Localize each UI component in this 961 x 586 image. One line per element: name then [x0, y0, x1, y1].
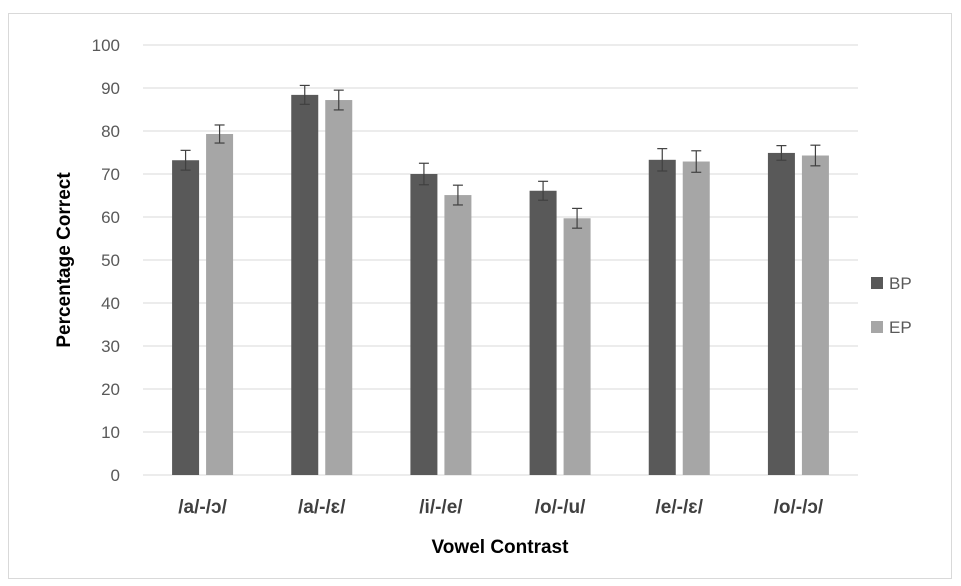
bar-ep [325, 100, 353, 475]
x-category-labels: /a/-/ɔ/ /a/-/ɛ/ /i/-/e/ /o/-/u/ /e/-/ɛ/ /o/-/… [178, 497, 824, 518]
bar-ep [206, 134, 234, 475]
x-category-label: /e/-/ɛ/ [656, 497, 704, 518]
bar-bp [767, 152, 795, 475]
y-tick-label: 60 [101, 208, 120, 227]
x-category-label: /i/-/e/ [419, 497, 463, 518]
y-tick-labels: 0 10 20 30 40 50 60 70 80 90 100 [92, 36, 120, 485]
bar-ep [682, 161, 710, 475]
bar-bp [410, 174, 438, 475]
y-tick-label: 100 [92, 36, 120, 55]
x-category-label: /a/-/ɔ/ [178, 497, 227, 518]
legend: BP EP [871, 274, 912, 337]
bar-bp [529, 190, 557, 475]
legend-swatch-ep [871, 321, 883, 333]
bar-ep [801, 155, 829, 475]
y-tick-label: 50 [101, 251, 120, 270]
x-category-label: /a/-/ɛ/ [298, 497, 346, 518]
error-bars [180, 84, 821, 229]
bar-bp [172, 160, 200, 476]
gridlines [143, 44, 858, 476]
x-category-label: /o/-/ɔ/ [774, 497, 824, 518]
y-tick-label: 80 [101, 122, 120, 141]
bar-bp [291, 94, 319, 475]
bar-ep [444, 195, 472, 475]
y-tick-label: 0 [111, 466, 120, 485]
x-axis-title: Vowel Contrast [432, 537, 570, 558]
y-tick-label: 30 [101, 337, 120, 356]
y-axis-title: Percentage Correct [54, 172, 75, 348]
bars [172, 94, 829, 476]
y-tick-label: 10 [101, 423, 120, 442]
bar-bp [648, 159, 676, 475]
legend-swatch-bp [871, 277, 883, 289]
y-tick-label: 40 [101, 294, 120, 313]
x-category-label: /o/-/u/ [535, 497, 586, 518]
y-tick-label: 70 [101, 165, 120, 184]
y-tick-label: 90 [101, 79, 120, 98]
legend-label-bp: BP [889, 274, 912, 293]
bar-ep [563, 218, 591, 476]
y-tick-label: 20 [101, 380, 120, 399]
legend-label-ep: EP [889, 318, 912, 337]
